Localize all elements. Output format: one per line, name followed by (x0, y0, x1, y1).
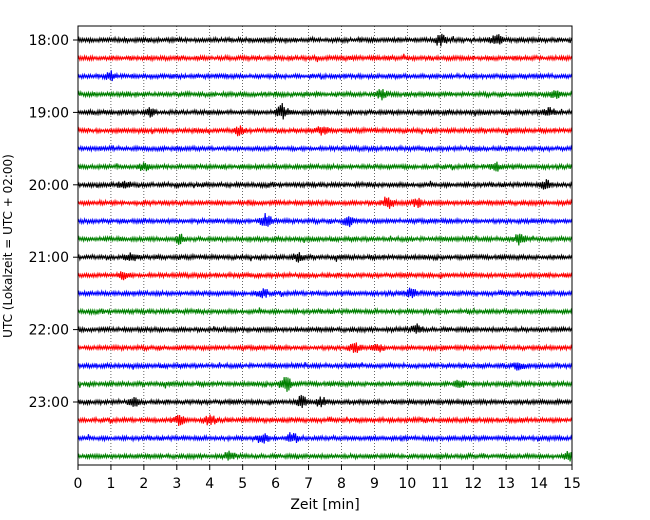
y-tick-label-2300: 23:00 (29, 395, 69, 411)
x-tick-label-5: 5 (238, 476, 247, 492)
x-tick-label-0: 0 (74, 476, 83, 492)
plot-frame (77, 25, 573, 466)
trace-row-10 (77, 212, 573, 228)
trace-row-23 (77, 450, 573, 462)
trace-row-1 (77, 53, 573, 63)
trace-row-21 (77, 414, 573, 426)
x-tick-label-3: 3 (172, 476, 181, 492)
seismic-traces (77, 33, 573, 462)
x-tick-label-7: 7 (304, 476, 313, 492)
x-tick-label-2: 2 (139, 476, 148, 492)
x-tick-label-6: 6 (271, 476, 280, 492)
trace-row-9 (77, 196, 573, 209)
y-tick-label-2200: 22:00 (29, 323, 69, 339)
x-tick-label-12: 12 (464, 476, 482, 492)
trace-row-11 (77, 233, 573, 246)
x-tick-label-4: 4 (205, 476, 214, 492)
trace-row-8 (77, 179, 573, 190)
y-tick-label-1900: 19:00 (29, 105, 69, 121)
trace-row-15 (77, 306, 573, 317)
x-tick-label-11: 11 (431, 476, 449, 492)
y-tick-label-2100: 21:00 (29, 250, 69, 266)
trace-row-6 (77, 144, 573, 154)
y-axis-label: UTC (Lokalzeit = UTC + 02:00) (1, 154, 15, 338)
x-axis-label: Zeit [min] (290, 497, 359, 513)
x-tick-label-8: 8 (337, 476, 346, 492)
trace-row-13 (77, 270, 573, 281)
y-tick-label-1800: 18:00 (29, 33, 69, 49)
trace-row-20 (77, 394, 573, 409)
x-tick-label-9: 9 (370, 476, 379, 492)
trace-row-16 (77, 323, 573, 335)
trace-row-17 (77, 342, 573, 353)
trace-row-12 (77, 252, 573, 263)
x-tick-label-15: 15 (563, 476, 581, 492)
trace-row-18 (77, 361, 573, 371)
trace-row-22 (77, 432, 573, 444)
trace-row-4 (77, 102, 573, 120)
trace-row-7 (77, 161, 573, 172)
x-tick-label-1: 1 (106, 476, 115, 492)
trace-row-19 (77, 377, 573, 392)
trace-row-14 (77, 287, 573, 299)
y-tick-label-2000: 20:00 (29, 178, 69, 194)
trace-row-2 (77, 70, 573, 82)
trace-row-0 (77, 33, 573, 47)
y-axis-ticks: 18:00 19:00 20:00 21:00 22:00 23:00 (29, 33, 78, 411)
x-tick-label-13: 13 (497, 476, 515, 492)
x-tick-label-14: 14 (530, 476, 548, 492)
x-tick-label-10: 10 (398, 476, 416, 492)
vertical-gridlines (110, 26, 540, 465)
x-axis-ticks: 0 1 2 3 4 5 6 7 8 9 10 11 12 13 14 15 (74, 465, 581, 492)
plot-background (78, 26, 572, 465)
trace-row-5 (77, 125, 573, 137)
trace-row-3 (77, 88, 573, 101)
